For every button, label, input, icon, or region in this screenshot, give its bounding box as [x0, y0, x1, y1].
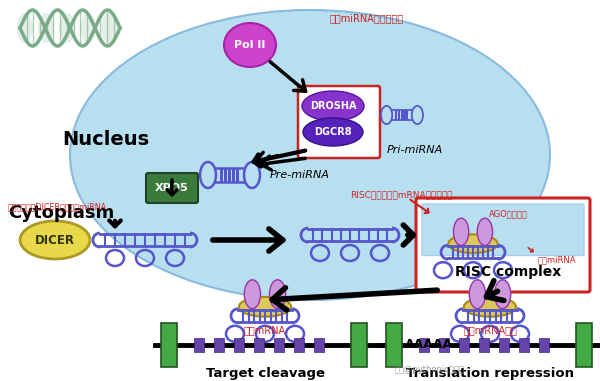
Bar — [401, 110, 403, 120]
Bar — [479, 338, 489, 352]
Text: Pre-miRNA: Pre-miRNA — [270, 170, 330, 180]
Bar — [576, 323, 592, 367]
Ellipse shape — [269, 280, 286, 309]
Ellipse shape — [494, 280, 511, 309]
Text: DGCR8: DGCR8 — [314, 127, 352, 137]
Text: 核酸核糖激酶DICER剪切前体miRNA: 核酸核糖激酶DICER剪切前体miRNA — [8, 202, 107, 211]
Text: AAAAA: AAAAA — [405, 338, 453, 352]
Ellipse shape — [303, 118, 363, 146]
Bar — [403, 110, 406, 120]
Bar — [395, 110, 397, 120]
Text: 知乎@pythonic生物人: 知乎@pythonic生物人 — [395, 365, 465, 375]
Ellipse shape — [101, 13, 117, 43]
Ellipse shape — [224, 23, 276, 67]
Ellipse shape — [59, 13, 75, 43]
Bar — [294, 338, 304, 352]
Text: RISC，即作用靶mRNA诱导复合物: RISC，即作用靶mRNA诱导复合物 — [350, 190, 452, 200]
Bar — [220, 168, 223, 182]
Text: DICER: DICER — [35, 234, 75, 247]
Text: 剪切mRNA: 剪切mRNA — [244, 325, 286, 335]
Bar — [254, 338, 264, 352]
Ellipse shape — [477, 218, 493, 245]
Text: Nucleus: Nucleus — [62, 130, 149, 149]
Bar — [419, 338, 429, 352]
Bar — [274, 338, 284, 352]
Bar — [398, 110, 400, 120]
Ellipse shape — [302, 91, 364, 121]
Bar — [386, 323, 402, 367]
Bar — [439, 338, 449, 352]
Text: 两个miRNA合成关键酶: 两个miRNA合成关键酶 — [330, 13, 404, 23]
FancyBboxPatch shape — [416, 198, 590, 292]
Text: Translation repression: Translation repression — [406, 367, 574, 379]
Bar — [351, 323, 367, 367]
Text: AGO辅助蛋白: AGO辅助蛋白 — [488, 210, 527, 218]
Ellipse shape — [80, 13, 96, 43]
Text: Cytoplasm: Cytoplasm — [8, 204, 114, 222]
Bar — [224, 168, 227, 182]
Text: Pol II: Pol II — [235, 40, 266, 50]
Text: DROSHA: DROSHA — [310, 101, 356, 111]
FancyBboxPatch shape — [422, 204, 584, 256]
Text: XPO5: XPO5 — [155, 183, 189, 193]
Bar — [499, 338, 509, 352]
Text: Pri-miRNA: Pri-miRNA — [387, 145, 443, 155]
Bar — [234, 338, 244, 352]
Ellipse shape — [244, 280, 260, 309]
Bar — [314, 338, 324, 352]
Ellipse shape — [20, 221, 90, 259]
Ellipse shape — [17, 13, 33, 43]
Ellipse shape — [469, 280, 485, 309]
Bar — [214, 338, 224, 352]
FancyBboxPatch shape — [146, 173, 198, 203]
Bar — [519, 338, 529, 352]
Text: 平衡mRNA翻译: 平衡mRNA翻译 — [463, 325, 517, 335]
Bar — [161, 323, 177, 367]
Text: RISC complex: RISC complex — [455, 265, 561, 279]
Ellipse shape — [454, 218, 469, 245]
Bar — [459, 338, 469, 352]
Ellipse shape — [38, 13, 54, 43]
Bar — [406, 110, 409, 120]
FancyBboxPatch shape — [298, 86, 380, 158]
Text: 成熟miRNA: 成熟miRNA — [538, 256, 577, 264]
Bar — [539, 338, 549, 352]
Text: Target cleavage: Target cleavage — [205, 367, 325, 379]
Ellipse shape — [239, 297, 291, 317]
Ellipse shape — [464, 297, 516, 317]
Ellipse shape — [448, 234, 497, 253]
Bar — [194, 338, 204, 352]
Bar — [232, 168, 235, 182]
Bar — [236, 168, 239, 182]
Ellipse shape — [70, 10, 550, 300]
Bar — [228, 168, 231, 182]
